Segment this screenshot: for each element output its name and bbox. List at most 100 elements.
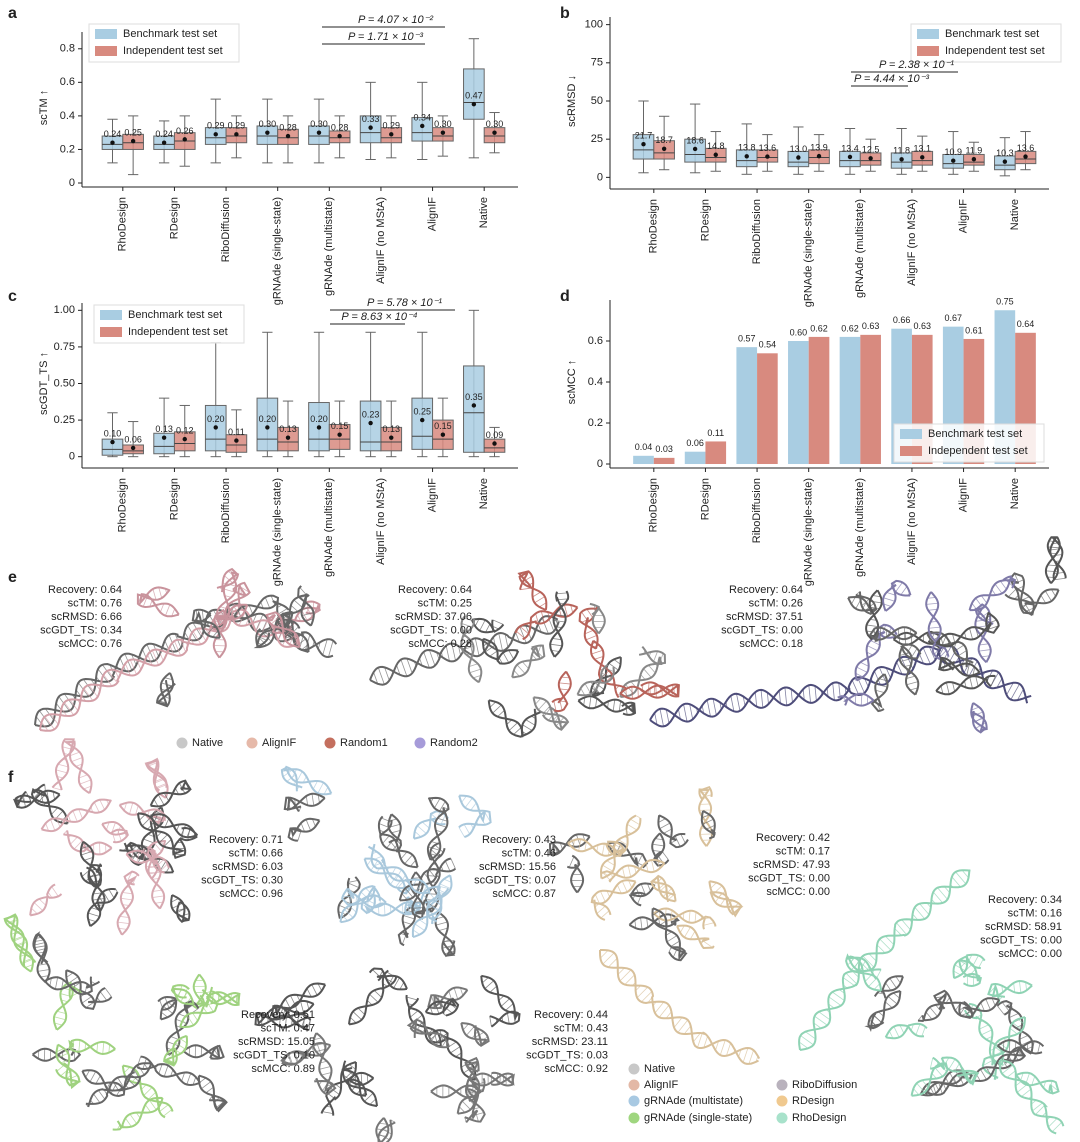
structure-rung <box>584 841 587 851</box>
structure-rung <box>851 961 860 971</box>
structure-strand <box>122 1064 174 1112</box>
structure-rung <box>515 631 520 643</box>
bar <box>633 455 654 464</box>
structure-strand <box>601 818 642 880</box>
structure-rung <box>937 887 948 900</box>
structure-strand <box>55 1044 81 1090</box>
structure-rung <box>415 1022 423 1033</box>
metric-line: scGDT_TS: 0.00 <box>390 624 472 636</box>
structure-rung <box>489 1016 492 1027</box>
structure-strand <box>938 656 981 677</box>
x-tick-label: AlignIF (no MStA) <box>375 197 387 284</box>
structure-rung <box>137 1064 145 1076</box>
structure-rung <box>108 889 115 899</box>
structure-rung <box>952 682 956 692</box>
x-tick-label: gRNAde (single-state) <box>803 199 815 307</box>
structure-rung <box>410 883 423 885</box>
structure-rung <box>378 1133 390 1141</box>
y-tick-label: 75 <box>591 57 603 69</box>
structure-strand <box>999 1059 1057 1135</box>
structure-rung <box>485 623 491 633</box>
structure-rung <box>61 979 64 990</box>
structure-rung <box>561 676 570 679</box>
metric-line: scGDT_TS: 0.00 <box>748 872 830 884</box>
structure-rung <box>584 629 594 635</box>
mean-dot <box>661 146 667 152</box>
structure-strand <box>997 1039 1043 1055</box>
structure-rung <box>469 1091 478 1093</box>
structure-rung <box>896 661 903 675</box>
structure-rung <box>613 659 621 665</box>
structure-strand <box>379 819 419 868</box>
structure-strand <box>608 862 666 883</box>
structure-rung <box>489 701 497 708</box>
metric-line: scMCC: 0.00 <box>998 948 1062 960</box>
structure-rung <box>57 1052 69 1059</box>
structure-rung <box>306 988 312 997</box>
structure-rung <box>1051 589 1056 597</box>
structure-strand <box>348 1071 375 1096</box>
value-label: 0.64 <box>1017 319 1035 329</box>
structure-rung <box>460 987 464 996</box>
structure-rung <box>123 802 127 811</box>
structure-rung <box>1021 601 1034 607</box>
structure-rung <box>384 667 390 681</box>
structure-rung <box>147 822 155 830</box>
structure-strand <box>868 589 880 638</box>
structure-rung <box>618 701 621 712</box>
mean-dot <box>110 140 115 145</box>
metric-line: scRMSD: 23.11 <box>532 1036 608 1048</box>
structure-rung <box>54 1016 66 1021</box>
structure-strand <box>465 1078 480 1124</box>
structure-rung <box>1054 577 1066 581</box>
bar <box>839 336 861 464</box>
value-label: 11.8 <box>893 146 910 156</box>
metric-line: scMCC: 0.87 <box>492 888 556 900</box>
structure-strand <box>470 619 495 634</box>
structure-rung <box>410 859 417 867</box>
structure-strand <box>651 908 687 961</box>
x-tick-label: RDesign <box>699 199 711 241</box>
structure-rung <box>186 1073 192 1085</box>
metric-line: Recovery: 0.44 <box>534 1009 608 1021</box>
structure-rung <box>662 851 669 861</box>
structure-rung <box>516 664 526 674</box>
structure-rung <box>900 658 912 662</box>
structure-rung <box>960 961 967 968</box>
structure-rung <box>1045 570 1058 573</box>
mean-dot <box>1023 154 1028 159</box>
structure-strand <box>297 585 315 627</box>
structure-strand <box>254 999 315 1031</box>
structure-strand <box>398 857 452 901</box>
structure-strand <box>101 821 128 837</box>
value-label: 18.7 <box>655 135 673 145</box>
structure-rung <box>484 980 495 990</box>
structure-rung <box>852 971 859 978</box>
structure-rung <box>277 608 288 615</box>
structure-strand <box>140 1055 201 1084</box>
structure-rung <box>469 668 482 674</box>
metric-line: Recovery: 0.64 <box>729 584 803 596</box>
structure-rung <box>178 1013 189 1018</box>
structure-strand <box>917 1003 943 1023</box>
x-tick-label: RiboDiffusion <box>751 478 763 543</box>
structure-rung <box>600 950 609 959</box>
structure-rung <box>73 840 83 850</box>
value-label: 0.04 <box>635 442 653 452</box>
structure-rung <box>653 683 656 694</box>
structure-rung <box>854 694 857 705</box>
structure-strand <box>29 893 63 916</box>
structure-rung <box>1014 573 1020 583</box>
structure-rung <box>981 1029 993 1036</box>
bar <box>684 451 706 464</box>
x-tick-label: gRNAde (multistate) <box>854 478 866 577</box>
structure-rung <box>870 640 880 646</box>
structure-rung <box>428 846 440 851</box>
structure-strand <box>864 990 901 1030</box>
mean-dot <box>265 130 270 135</box>
structure-strand <box>399 867 456 902</box>
structure-rung <box>665 709 670 724</box>
structure-rung <box>400 851 408 860</box>
structure-rung <box>879 938 892 951</box>
value-label: 0.62 <box>810 323 828 333</box>
